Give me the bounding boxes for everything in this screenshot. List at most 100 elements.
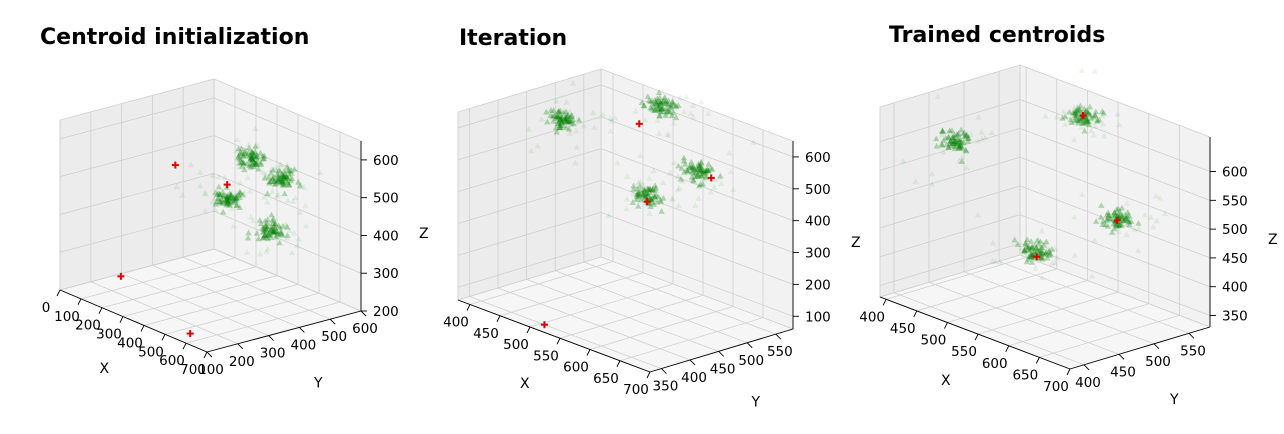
cluster-point [287, 174, 295, 181]
cluster-point [955, 142, 962, 149]
cluster-point [614, 159, 621, 166]
cluster-point [1086, 103, 1094, 110]
cluster-point [237, 189, 244, 196]
cluster-point [638, 99, 646, 105]
cluster-point [649, 100, 657, 107]
cluster-point [957, 138, 964, 145]
cluster-point [652, 191, 660, 198]
cluster-point [1021, 247, 1028, 254]
cluster-point [964, 131, 971, 138]
cluster-point [1112, 210, 1119, 217]
cluster-point [1075, 119, 1082, 126]
chart-1-cluster [230, 198, 310, 257]
cluster-point [569, 116, 577, 123]
cluster-point [959, 130, 967, 137]
cluster-point [639, 181, 647, 188]
cluster-point [996, 259, 1004, 265]
cluster-point [525, 125, 533, 132]
cluster-point [694, 171, 701, 178]
cluster-point [566, 117, 573, 124]
cluster-point [1022, 239, 1030, 246]
cluster-point [1020, 248, 1028, 255]
cluster-point [555, 113, 562, 120]
cluster-point [273, 228, 281, 235]
cluster-point [1028, 258, 1036, 265]
cluster-point [1037, 254, 1045, 261]
cluster-point [672, 114, 680, 121]
cluster-point [266, 179, 273, 186]
cluster-point [652, 105, 659, 112]
cluster-point [1036, 251, 1044, 258]
cluster-point [279, 223, 287, 229]
cluster-point [275, 166, 283, 173]
cluster-point [267, 223, 275, 229]
cluster-point [272, 233, 279, 240]
chart-3-xlabel: X [941, 373, 951, 389]
cluster-point [650, 192, 658, 199]
cluster-point [939, 127, 946, 134]
cluster-point [277, 230, 284, 236]
cluster-point [261, 232, 268, 239]
cluster-point [273, 227, 280, 234]
cluster-point [1161, 210, 1169, 217]
chart-3-xtick: 450 [890, 321, 916, 337]
cluster-point [632, 107, 639, 114]
cluster-point [1042, 251, 1049, 258]
cluster-point [667, 103, 674, 110]
cluster-point [1111, 209, 1118, 215]
cluster-point [657, 108, 664, 115]
chart-2-centroid [540, 321, 548, 329]
cluster-point [264, 190, 271, 197]
cluster-point [250, 159, 257, 166]
cluster-point [1119, 212, 1126, 219]
cluster-point [563, 113, 571, 119]
cluster-point [238, 150, 246, 156]
cluster-point [264, 245, 272, 252]
cluster-point [950, 138, 957, 145]
chart-2-centroid [643, 198, 651, 206]
cluster-point [939, 128, 946, 135]
cluster-point [654, 101, 661, 108]
cluster-point [253, 230, 261, 236]
cluster-point [650, 103, 657, 110]
cluster-point [640, 186, 647, 193]
cluster-point [1118, 204, 1126, 211]
cluster-point [651, 193, 659, 199]
cluster-point [229, 189, 236, 196]
cluster-point [933, 142, 940, 149]
cluster-point [958, 158, 966, 164]
cluster-point [291, 229, 298, 236]
cluster-point [651, 96, 659, 103]
cluster-point [695, 182, 703, 189]
cluster-point [702, 169, 709, 176]
cluster-point [611, 114, 619, 121]
cluster-point [241, 166, 248, 173]
cluster-point [215, 183, 223, 190]
cluster-point [1060, 108, 1068, 115]
cluster-point [1022, 241, 1029, 247]
cluster-point [974, 137, 981, 144]
cluster-point [1024, 246, 1032, 253]
cluster-point [1110, 220, 1117, 227]
cluster-point [284, 175, 291, 182]
cluster-point [698, 172, 705, 178]
cluster-point [1048, 246, 1056, 252]
cluster-point [1081, 127, 1088, 134]
cluster-point [268, 165, 275, 172]
cluster-point [568, 113, 575, 119]
cluster-point [267, 232, 274, 239]
cluster-point [934, 93, 942, 99]
cluster-point [693, 172, 701, 179]
cluster-point [556, 124, 563, 131]
cluster-point [555, 108, 562, 114]
cluster-point [964, 135, 972, 141]
cluster-point [1042, 249, 1049, 256]
chart-2-xtick: 450 [473, 326, 499, 342]
cluster-point [232, 195, 239, 202]
cluster-point [225, 194, 232, 201]
chart-1-ytick: 400 [291, 337, 317, 353]
cluster-point [657, 198, 665, 205]
cluster-point [664, 131, 671, 138]
cluster-point [1103, 211, 1110, 218]
cluster-point [224, 192, 231, 199]
